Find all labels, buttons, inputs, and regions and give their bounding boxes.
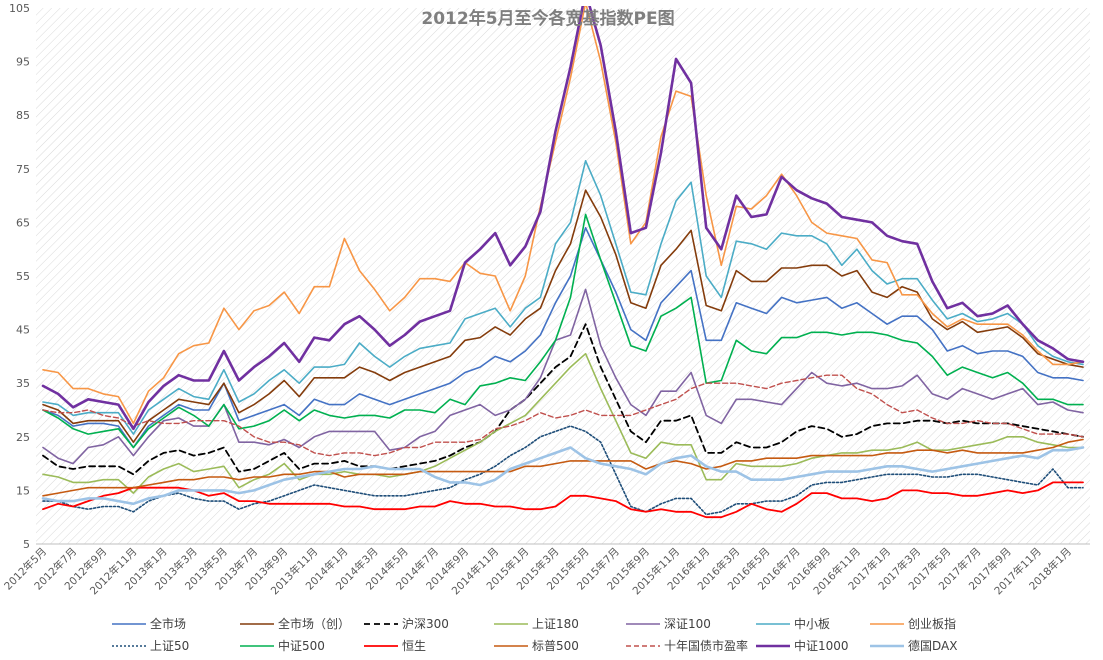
y-tick-label: 105 <box>9 2 30 15</box>
legend-label: 恒生 <box>402 639 426 653</box>
y-tick-label: 65 <box>16 216 30 229</box>
x-axis: 2012年5月2012年7月2012年9月2012年11月2013年1月2013… <box>1 543 1090 597</box>
series-line <box>41 6 1085 431</box>
y-tick-label: 75 <box>16 163 30 176</box>
series-line <box>42 481 1084 519</box>
series-line <box>42 213 1084 449</box>
y-tick-label: 25 <box>16 431 30 444</box>
legend-label: 深证100 <box>664 617 711 631</box>
y-tick-label: 55 <box>16 270 30 283</box>
series-line <box>41 446 1085 506</box>
y-tick-label: 5 <box>23 538 30 551</box>
legend-label: 德国DAX <box>908 638 957 653</box>
chart-title: 2012年5月至今各宽基指数PE图 <box>421 8 674 29</box>
series-line <box>42 227 1084 449</box>
legend-label: 十年国债市盈率 <box>664 638 748 653</box>
legend-label: 全市场（创） <box>278 616 350 631</box>
series-line <box>42 323 1084 476</box>
legend-label: 标普500 <box>532 639 579 653</box>
series-line <box>42 374 1084 457</box>
legend-label: 全市场 <box>150 616 186 631</box>
series-line <box>42 438 1084 497</box>
series-line <box>42 425 1084 516</box>
legend-label: 上证50 <box>150 639 189 653</box>
y-tick-label: 15 <box>16 484 30 497</box>
series-line <box>42 160 1084 435</box>
y-tick-label: 85 <box>16 109 30 122</box>
y-axis: 5 15 25 35 45 55 65 75 85 95 105 <box>9 2 30 551</box>
legend-label: 中证1000 <box>794 638 849 653</box>
legend-label: 中证500 <box>278 638 325 653</box>
series-layer <box>41 6 1085 519</box>
legend-label: 创业板指 <box>908 616 956 631</box>
plot-area <box>36 8 1090 544</box>
series-line <box>42 352 1084 494</box>
legend-label: 上证180 <box>532 617 579 631</box>
legend-label: 沪深300 <box>402 617 449 631</box>
series-line <box>42 6 1084 425</box>
y-tick-label: 45 <box>16 324 30 337</box>
series-line <box>42 189 1084 444</box>
legend-label: 中小板 <box>794 616 830 631</box>
y-tick-label: 35 <box>16 377 30 390</box>
y-tick-label: 95 <box>16 56 30 69</box>
